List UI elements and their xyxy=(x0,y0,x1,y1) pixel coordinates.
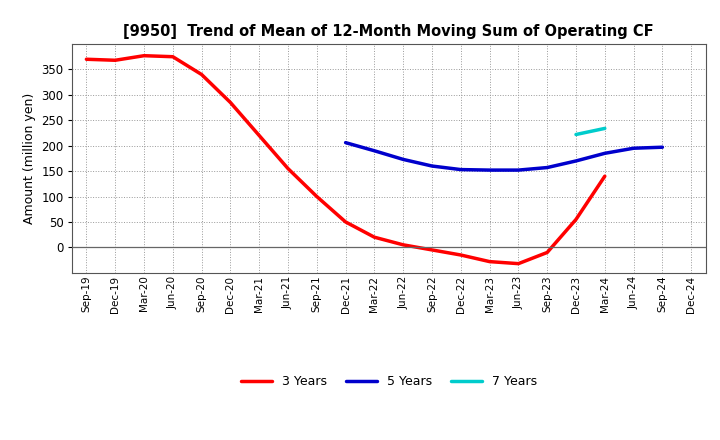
5 Years xyxy=(600,150,609,156)
3 Years xyxy=(514,261,523,266)
3 Years xyxy=(312,194,321,199)
Y-axis label: Amount (million yen): Amount (million yen) xyxy=(23,93,36,224)
3 Years xyxy=(543,250,552,255)
3 Years xyxy=(428,247,436,253)
Title: [9950]  Trend of Mean of 12-Month Moving Sum of Operating CF: [9950] Trend of Mean of 12-Month Moving … xyxy=(124,24,654,39)
3 Years xyxy=(485,259,494,264)
5 Years xyxy=(428,163,436,169)
5 Years xyxy=(658,145,667,150)
5 Years xyxy=(572,158,580,164)
3 Years xyxy=(255,133,264,138)
Line: 3 Years: 3 Years xyxy=(86,56,605,264)
3 Years xyxy=(226,100,235,105)
7 Years xyxy=(572,132,580,137)
Line: 7 Years: 7 Years xyxy=(576,128,605,135)
3 Years xyxy=(600,173,609,179)
5 Years xyxy=(629,146,638,151)
3 Years xyxy=(341,219,350,224)
Legend: 3 Years, 5 Years, 7 Years: 3 Years, 5 Years, 7 Years xyxy=(240,375,537,388)
7 Years xyxy=(600,126,609,131)
5 Years xyxy=(543,165,552,170)
5 Years xyxy=(370,148,379,154)
3 Years xyxy=(572,217,580,222)
Line: 5 Years: 5 Years xyxy=(346,143,662,170)
3 Years xyxy=(197,72,206,77)
3 Years xyxy=(284,166,292,171)
3 Years xyxy=(82,57,91,62)
3 Years xyxy=(370,235,379,240)
3 Years xyxy=(111,58,120,63)
3 Years xyxy=(399,242,408,247)
3 Years xyxy=(140,53,148,59)
3 Years xyxy=(168,54,177,59)
5 Years xyxy=(341,140,350,145)
5 Years xyxy=(399,157,408,162)
5 Years xyxy=(456,167,465,172)
5 Years xyxy=(514,168,523,173)
3 Years xyxy=(456,253,465,258)
5 Years xyxy=(485,168,494,173)
